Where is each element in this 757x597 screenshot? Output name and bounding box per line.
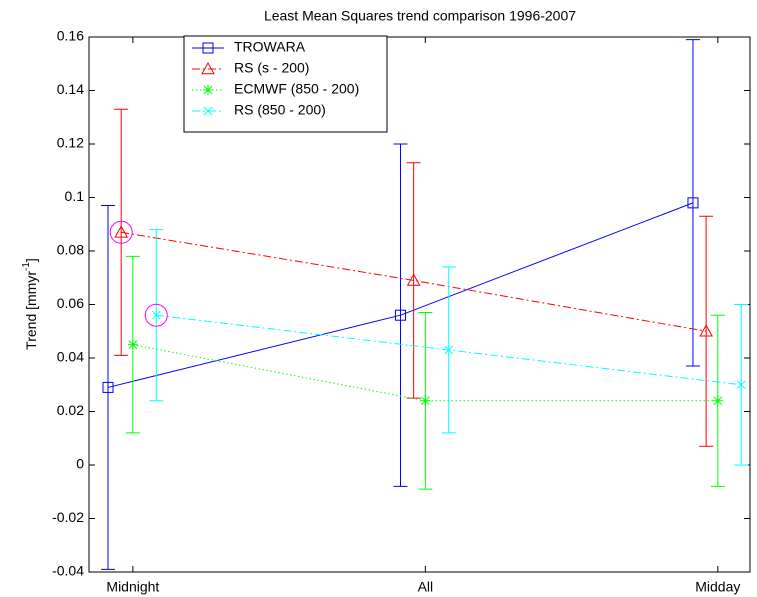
legend-label: RS (850 - 200) xyxy=(234,102,326,118)
marker xyxy=(736,380,746,390)
legend-marker xyxy=(203,106,213,116)
y-tick-label: 0.16 xyxy=(57,28,84,44)
series-line xyxy=(121,231,707,332)
series xyxy=(144,229,749,466)
x-tick-label: All xyxy=(418,579,434,595)
marker xyxy=(444,345,454,355)
y-tick-label: -0.04 xyxy=(52,563,84,579)
series-line xyxy=(132,344,718,402)
marker xyxy=(406,273,421,286)
legend-box xyxy=(183,35,388,133)
y-tick-label: -0.02 xyxy=(52,509,84,525)
marker xyxy=(687,197,699,209)
highlight-circle xyxy=(144,303,168,327)
chart-title: Least Mean Squares trend comparison 1996… xyxy=(264,8,576,24)
y-label-suffix: ] xyxy=(23,258,39,262)
legend-label: RS (s - 200) xyxy=(234,60,309,76)
marker xyxy=(127,339,138,350)
marker xyxy=(699,324,713,337)
y-tick-label: 0.06 xyxy=(57,295,84,311)
marker xyxy=(420,395,431,406)
legend-marker xyxy=(203,85,213,95)
marker xyxy=(102,381,114,393)
x-tick-label: Midnight xyxy=(106,579,159,595)
error-bar xyxy=(393,143,408,487)
error-bar xyxy=(685,39,700,367)
legend-label: TROWARA xyxy=(234,39,306,55)
series xyxy=(101,39,700,570)
y-tick-label: 0 xyxy=(76,456,84,472)
y-tick-label: 0.02 xyxy=(57,402,84,418)
y-tick-label: 0.08 xyxy=(57,242,84,258)
highlight-circle xyxy=(109,220,133,244)
series xyxy=(109,108,714,447)
marker xyxy=(712,395,723,406)
marker xyxy=(151,310,161,320)
marker xyxy=(114,225,129,238)
series xyxy=(125,255,725,490)
y-label-superscript: -1 xyxy=(21,262,32,271)
marker xyxy=(394,309,406,321)
y-tick-label: 0.1 xyxy=(65,188,85,204)
error-bar xyxy=(114,108,129,356)
legend-marker xyxy=(201,61,215,75)
legend-marker xyxy=(202,42,214,54)
error-bar xyxy=(101,205,116,570)
y-tick-label: 0.12 xyxy=(57,135,84,151)
error-bar xyxy=(699,215,714,447)
y-axis-label: Trend [mmyr-1] xyxy=(21,258,39,350)
y-label-text: Trend [mmyr xyxy=(23,271,39,350)
x-tick-label: Midday xyxy=(695,579,740,595)
legend-label: ECMWF (850 - 200) xyxy=(234,81,359,97)
y-tick-label: 0.14 xyxy=(57,81,84,97)
y-tick-label: 0.04 xyxy=(57,349,84,365)
